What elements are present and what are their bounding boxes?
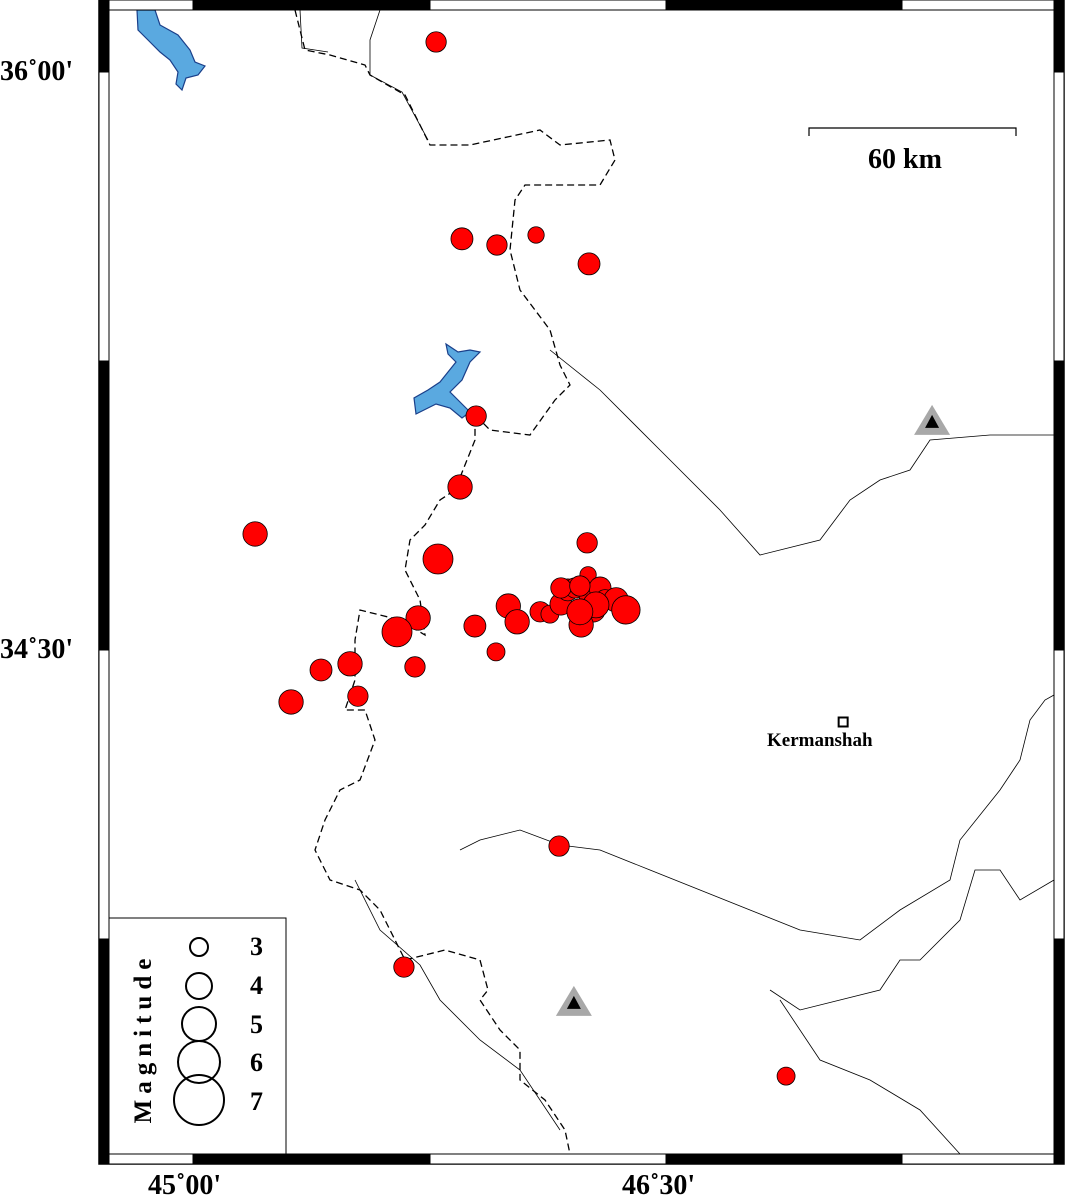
earthquake-event xyxy=(405,605,431,631)
earthquake-event xyxy=(278,689,304,715)
earthquake-event xyxy=(548,835,570,857)
lake-north xyxy=(136,9,206,92)
legend-label-6: 6 xyxy=(250,1048,263,1077)
frame-segment xyxy=(901,1153,1065,1165)
earthquake-event xyxy=(550,577,572,599)
earthquake-event xyxy=(504,609,530,635)
earthquake-event xyxy=(404,656,426,678)
earthquake-event xyxy=(309,658,333,682)
legend-label-3: 3 xyxy=(250,932,263,961)
frame-segment xyxy=(429,0,667,11)
earthquake-event xyxy=(347,685,369,707)
earthquake-event xyxy=(577,252,601,276)
frame-segment xyxy=(192,1153,431,1165)
earthquake-events xyxy=(242,31,796,1086)
earthquake-event xyxy=(776,1066,796,1086)
frame-segment xyxy=(98,360,110,651)
earthquake-event xyxy=(566,598,594,626)
city-label: Kermanshah xyxy=(767,730,873,751)
earthquake-event xyxy=(465,405,487,427)
frame-segment xyxy=(1053,71,1065,362)
frame-segment xyxy=(1053,360,1065,651)
map-frame xyxy=(98,0,1065,1165)
lat-label-34-30: 34˚30' xyxy=(0,634,74,665)
earthquake-event xyxy=(486,642,506,662)
earthquake-event xyxy=(393,956,415,978)
station-triangle-icon xyxy=(914,404,951,435)
frame-segment xyxy=(98,1153,194,1165)
frame-segment xyxy=(98,0,194,11)
earthquake-event xyxy=(450,227,474,251)
stations xyxy=(555,404,951,1016)
legend-circles xyxy=(173,937,225,1126)
frame-segment xyxy=(1053,0,1065,73)
lake-central xyxy=(413,342,482,419)
frame-segment xyxy=(98,649,110,940)
frame-segment xyxy=(901,0,1065,11)
legend-label-5: 5 xyxy=(250,1010,263,1039)
earthquake-event xyxy=(422,543,454,575)
frame-segment xyxy=(98,0,110,73)
frame-segment xyxy=(98,71,110,362)
legend-box xyxy=(108,917,287,1155)
legend-circle-4 xyxy=(185,972,213,1000)
frame-segment xyxy=(429,1153,667,1165)
scale-bar-label: 60 km xyxy=(868,144,942,175)
earthquake-event xyxy=(337,651,363,677)
frame-segment xyxy=(98,938,110,1165)
legend-circle-3 xyxy=(189,937,209,957)
earthquake-event xyxy=(242,521,268,547)
earthquake-event xyxy=(425,31,447,53)
earthquake-event xyxy=(611,595,641,625)
frame-segment xyxy=(1053,938,1065,1165)
earthquake-event xyxy=(463,614,487,638)
frame-segment xyxy=(1053,649,1065,940)
earthquake-event xyxy=(381,616,413,648)
scale-bar xyxy=(808,127,1017,136)
station-triangle-icon xyxy=(555,985,592,1016)
frame-segment xyxy=(192,0,431,11)
lon-label-45-00: 45˚00' xyxy=(148,1170,222,1201)
lat-label-36-00: 36˚00' xyxy=(0,56,74,87)
city-marker-icon xyxy=(837,716,849,728)
earthquake-event xyxy=(527,226,545,244)
earthquake-event xyxy=(569,575,591,597)
international-border xyxy=(294,9,616,1155)
legend-title: Magnitude xyxy=(130,952,157,1124)
legend-label-7: 7 xyxy=(250,1087,263,1116)
legend-label-4: 4 xyxy=(250,971,263,1000)
frame-segment xyxy=(665,1153,903,1165)
lon-label-46-30: 46˚30' xyxy=(622,1170,696,1201)
earthquake-event xyxy=(447,474,473,500)
legend-circle-7 xyxy=(173,1074,225,1126)
earthquake-event xyxy=(576,532,598,554)
legend-circle-6 xyxy=(177,1040,221,1084)
earthquake-event xyxy=(486,234,508,256)
frame-segment xyxy=(665,0,903,11)
